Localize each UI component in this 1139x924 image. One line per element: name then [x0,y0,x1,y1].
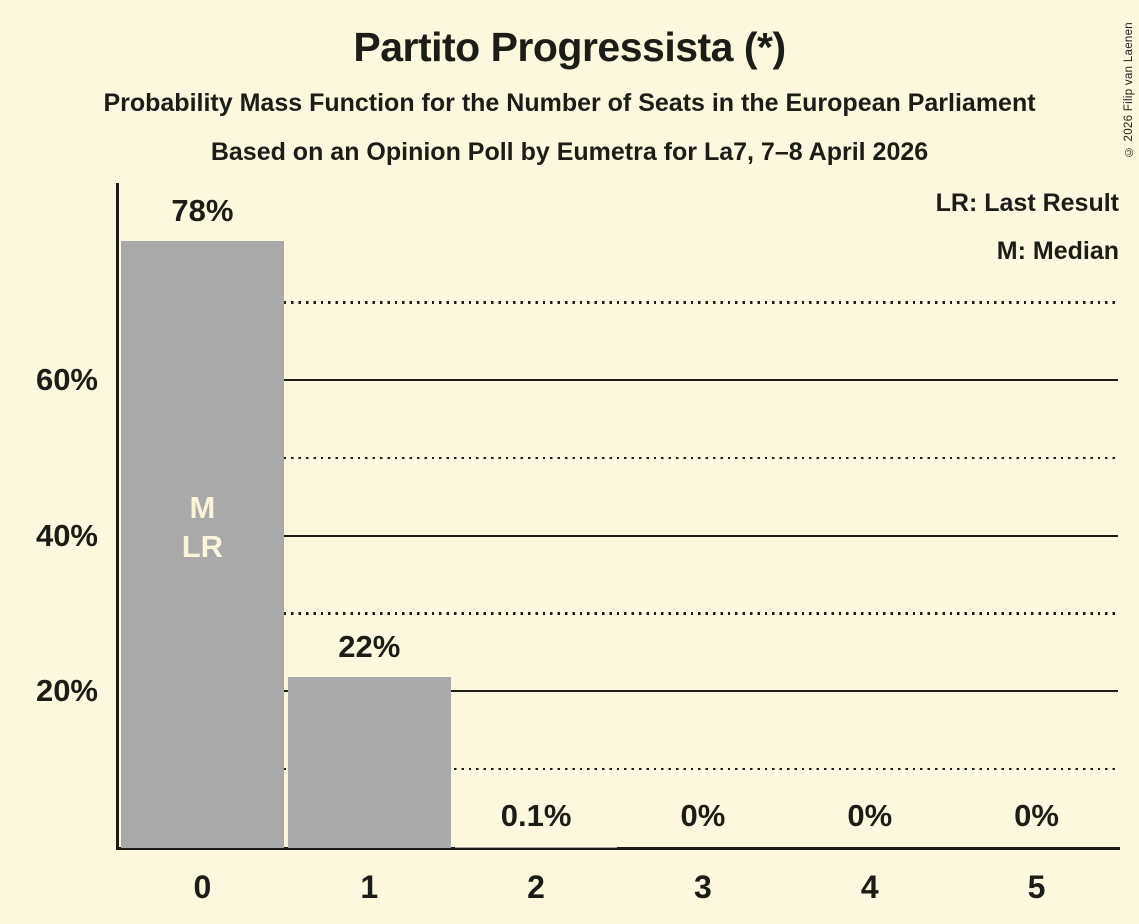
gridline-60pct [121,378,1118,382]
value-label-seats-0: 78% [171,193,234,229]
plot-area: 20% 40% 60% 78% 0 22% 1 0.1% 2 0% 3 0% 4 0% 5 M LR [36,183,1120,905]
x-axis-line [116,847,1120,850]
chart-subtitle: Probability Mass Function for the Number… [103,89,1036,117]
gridline-20pct [121,690,1118,693]
chart-source-line: Based on an Opinion Poll by Eumetra for … [210,138,929,166]
chart-title: Partito Progressista (*) [353,24,786,70]
y-axis-label-60: 60% [35,362,98,398]
y-axis-label-40: 40% [35,517,98,553]
bar-seats-0 [121,241,284,848]
value-label-seats-2: 0.1% [500,798,572,833]
gridline-50pct [121,456,1118,460]
bar-seats-1 [287,676,451,848]
median-marker: M [189,490,216,525]
bar-seats-2 [454,847,618,848]
gridline-40pct [121,534,1118,537]
copyright-notice: © 2026 Filip van Laenen [1123,22,1135,158]
gridline-30pct [121,612,1118,615]
gridline-70pct [121,301,1118,304]
legend: LR: Last Result M: Median [936,179,1119,275]
value-label-seats-5: 0% [1014,798,1059,833]
last-result-marker: LR [181,529,224,564]
x-axis-label-1: 1 [360,869,379,905]
x-axis-label-5: 5 [1027,869,1046,905]
value-label-seats-4: 0% [847,798,893,833]
y-axis-line [116,183,119,850]
y-axis-label-20: 20% [35,673,98,709]
value-label-seats-1: 22% [338,628,401,664]
x-axis-label-0: 0 [193,869,212,905]
x-axis-label-4: 4 [860,869,879,905]
x-axis-label-3: 3 [694,869,712,905]
legend-entry-median: M: Median [996,237,1119,265]
x-axis-label-2: 2 [527,869,545,905]
bar-annotation-median-last-result: M LR [182,488,223,566]
legend-entry-last-result: LR: Last Result [935,189,1119,217]
gridline-10pct [121,767,1118,771]
value-label-seats-3: 0% [680,798,726,833]
